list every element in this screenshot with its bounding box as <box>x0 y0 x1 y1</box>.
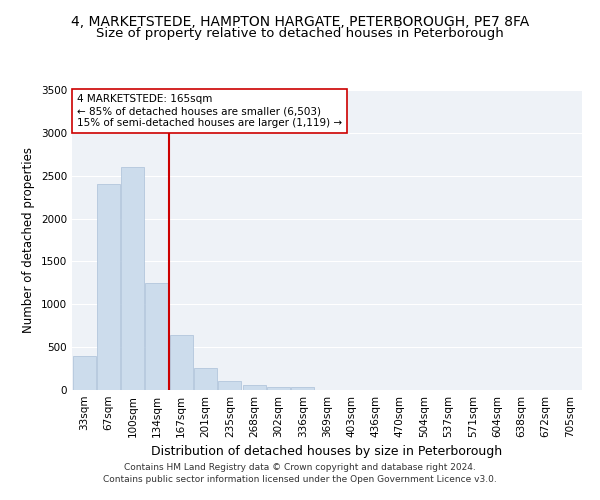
Bar <box>194 368 217 390</box>
Bar <box>218 380 241 390</box>
X-axis label: Distribution of detached houses by size in Peterborough: Distribution of detached houses by size … <box>151 446 503 458</box>
Text: Contains public sector information licensed under the Open Government Licence v3: Contains public sector information licen… <box>103 475 497 484</box>
Text: Contains HM Land Registry data © Crown copyright and database right 2024.: Contains HM Land Registry data © Crown c… <box>124 464 476 472</box>
Text: 4, MARKETSTEDE, HAMPTON HARGATE, PETERBOROUGH, PE7 8FA: 4, MARKETSTEDE, HAMPTON HARGATE, PETERBO… <box>71 15 529 29</box>
Bar <box>145 283 169 390</box>
Bar <box>170 335 193 390</box>
Text: Size of property relative to detached houses in Peterborough: Size of property relative to detached ho… <box>96 28 504 40</box>
Bar <box>267 386 290 390</box>
Bar <box>291 388 314 390</box>
Bar <box>242 386 266 390</box>
Bar <box>97 184 120 390</box>
Bar <box>121 167 144 390</box>
Y-axis label: Number of detached properties: Number of detached properties <box>22 147 35 333</box>
Bar <box>73 356 95 390</box>
Text: 4 MARKETSTEDE: 165sqm
← 85% of detached houses are smaller (6,503)
15% of semi-d: 4 MARKETSTEDE: 165sqm ← 85% of detached … <box>77 94 342 128</box>
